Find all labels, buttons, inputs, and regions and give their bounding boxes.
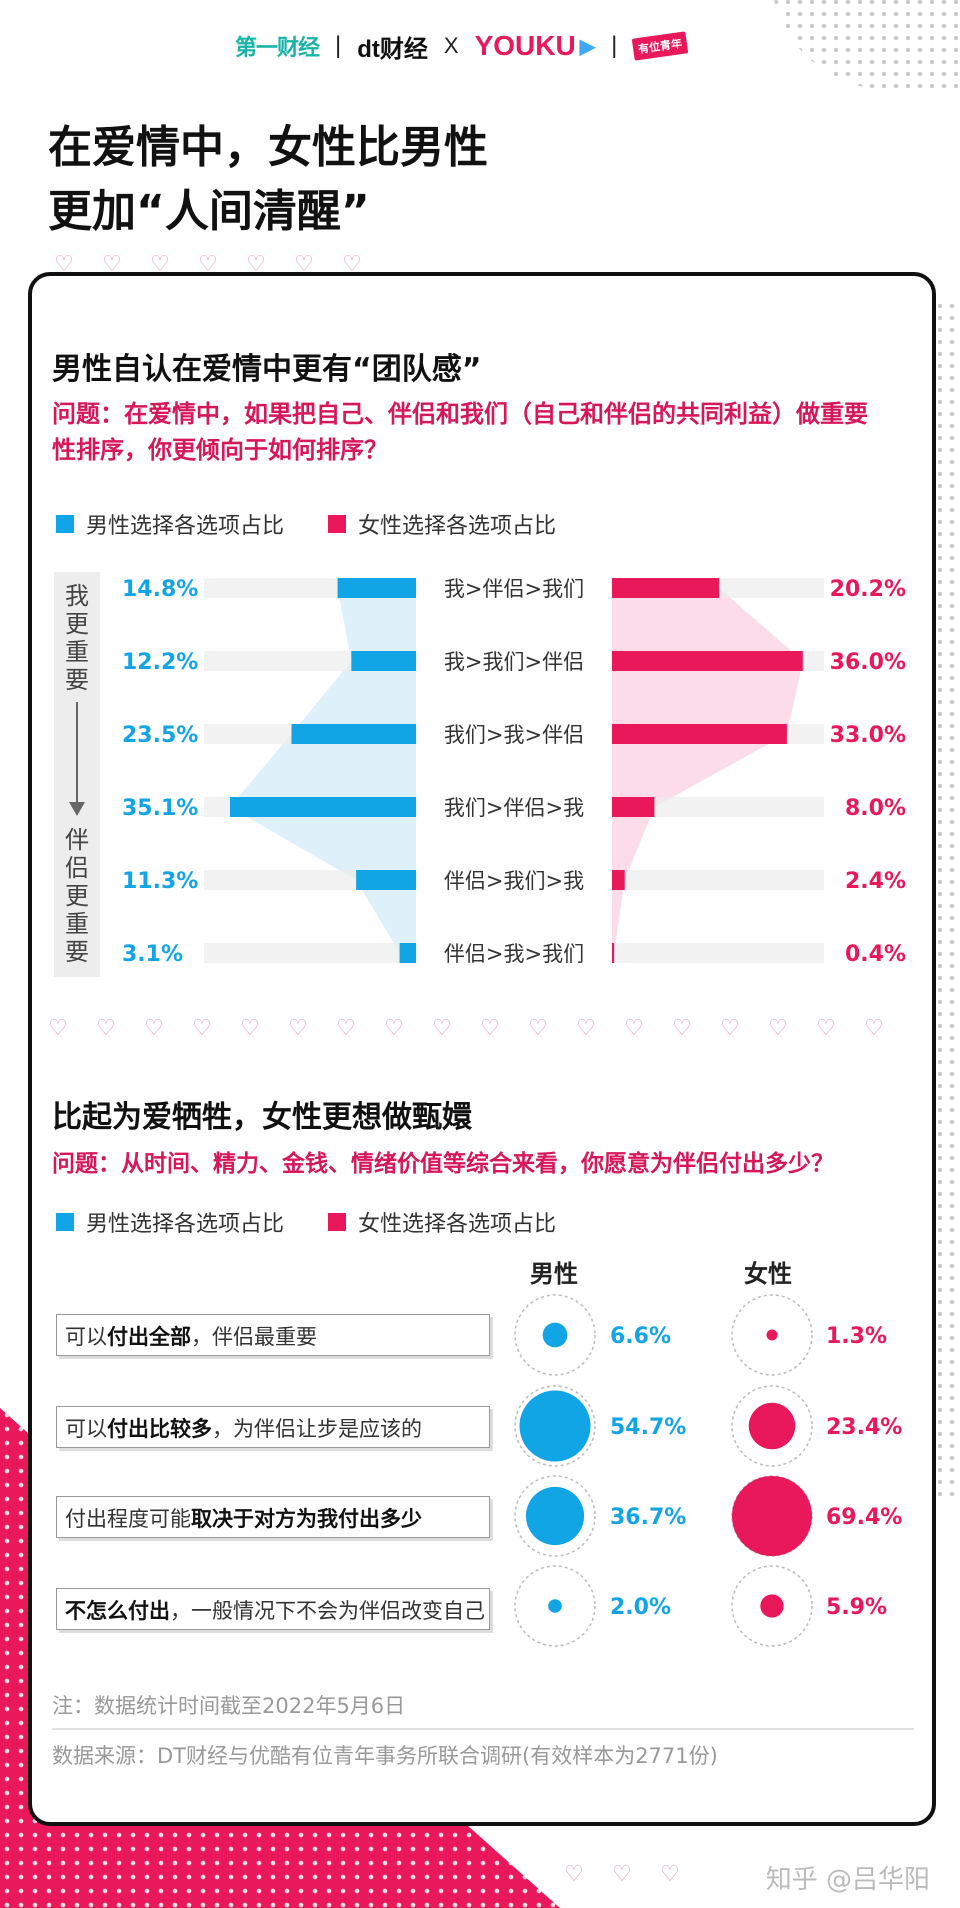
youwei-qingnian-badge: 有位青年	[632, 31, 689, 61]
ranking-axis: 我更重要 伴侣更重要	[54, 572, 100, 977]
note-source: 数据来源：DT财经与优酷有位青年事务所联合调研(有效样本为2771份)	[52, 1744, 718, 1768]
heart-icon: ♡	[384, 1016, 404, 1041]
column-head-female: 女性	[744, 1260, 792, 1288]
legend-item-female-2: 女性选择各选项占比	[328, 1206, 556, 1238]
page-title-line1: 在爱情中，女性比男性	[48, 122, 488, 173]
female-swatch	[328, 1213, 347, 1231]
heart-icon: ♡	[660, 1862, 680, 1887]
option-bold-text: 付出全部	[107, 1325, 191, 1349]
collab-x: X	[443, 33, 459, 58]
hearts-divider-top: ♡ ♡ ♡ ♡ ♡ ♡ ♡	[40, 252, 376, 277]
section1-legend: 男性选择各选项占比 女性选择各选项占比	[56, 508, 556, 540]
option-box: 可以付出比较多，为伴侣让步是应该的	[56, 1406, 490, 1448]
heart-icon: ♡	[864, 1016, 884, 1041]
female-swatch	[328, 515, 347, 533]
heart-icon: ♡	[612, 1862, 632, 1887]
heart-icon: ♡	[198, 252, 218, 277]
page-title-line2: 更加“人间清醒”	[48, 186, 370, 237]
legend-female-label: 女性选择各选项占比	[358, 514, 557, 539]
logo-bar: 第一财经 | dt财经 X YOUKU ▶ | 有位青年	[235, 26, 689, 66]
legend-item-male-2: 男性选择各选项占比	[56, 1206, 284, 1238]
option-text: 付出程度可能	[65, 1507, 191, 1531]
axis-arrow-down-icon	[69, 802, 85, 816]
bg-dot-pattern-top-right	[770, 0, 960, 90]
axis-bottom-label: 伴侣更重要	[65, 826, 89, 966]
axis-top-label: 我更重要	[65, 582, 89, 694]
page-title: 在爱情中，女性比男性 更加“人间清醒”	[48, 116, 748, 244]
legend-male-label-2: 男性选择各选项占比	[86, 1212, 285, 1237]
section2-title: 比起为爱牺牲，女性更想做甄嬛	[52, 1100, 472, 1135]
heart-icon: ♡	[102, 252, 122, 277]
youku-arrow-icon: ▶	[579, 35, 596, 58]
heart-icon: ♡	[48, 1016, 68, 1041]
heart-icon: ♡	[342, 252, 362, 277]
hearts-divider-middle: ♡ ♡ ♡ ♡ ♡ ♡ ♡ ♡ ♡ ♡ ♡ ♡ ♡ ♡ ♡ ♡ ♡ ♡	[34, 1016, 898, 1041]
logo-separator-2: |	[611, 32, 618, 59]
heart-icon: ♡	[528, 1016, 548, 1041]
dt-caijing-logo: dt财经	[357, 35, 428, 63]
heart-icon: ♡	[54, 252, 74, 277]
heart-icon: ♡	[624, 1016, 644, 1041]
heart-icon: ♡	[432, 1016, 452, 1041]
option-text: 可以	[65, 1417, 107, 1441]
section1-question: 问题：在爱情中，如果把自己、伴侣和我们（自己和伴侣的共同利益）做重要性排序，你更…	[52, 400, 868, 464]
yicai-logo: 第一财经	[235, 35, 320, 60]
option-box: 可以付出全部，伴侣最重要	[56, 1314, 490, 1356]
option-box: 不怎么付出，一般情况下不会为伴侣改变自己	[56, 1588, 490, 1630]
option-text: ，为伴侣让步是应该的	[212, 1417, 422, 1441]
heart-icon: ♡	[672, 1016, 692, 1041]
heart-icon: ♡	[720, 1016, 740, 1041]
option-text: ，伴侣最重要	[191, 1325, 317, 1349]
male-swatch	[56, 1213, 74, 1231]
heart-icon: ♡	[768, 1016, 788, 1041]
heart-icon: ♡	[150, 252, 170, 277]
heart-icon: ♡	[480, 1016, 500, 1041]
option-text: ，一般情况下不会为伴侣改变自己	[170, 1599, 485, 1623]
axis-arrow-line	[76, 702, 78, 802]
legend-female-label-2: 女性选择各选项占比	[358, 1212, 557, 1237]
heart-icon: ♡	[192, 1016, 212, 1041]
legend-item-female: 女性选择各选项占比	[328, 508, 556, 540]
legend-item-male: 男性选择各选项占比	[56, 508, 284, 540]
heart-icon: ♡	[576, 1016, 596, 1041]
option-bold-text: 不怎么付出	[65, 1599, 170, 1623]
section1-title: 男性自认在爱情中更有“团队感”	[52, 352, 482, 387]
section2-legend: 男性选择各选项占比 女性选择各选项占比	[56, 1206, 556, 1238]
heart-icon: ♡	[240, 1016, 260, 1041]
male-swatch	[56, 515, 74, 533]
note-date: 注：数据统计时间截至2022年5月6日	[52, 1694, 406, 1718]
note-divider	[52, 1728, 914, 1730]
heart-icon: ♡	[144, 1016, 164, 1041]
logo-separator: |	[335, 32, 342, 59]
heart-icon: ♡	[294, 252, 314, 277]
heart-icon: ♡	[96, 1016, 116, 1041]
heart-icon: ♡	[288, 1016, 308, 1041]
legend-male-label: 男性选择各选项占比	[86, 514, 285, 539]
zhihu-watermark: 知乎 @吕华阳	[765, 1865, 930, 1895]
section2-question: 问题：从时间、精力、金钱、情绪价值等综合来看，你愿意为伴侣付出多少？	[52, 1151, 834, 1177]
heart-icon: ♡	[246, 252, 266, 277]
option-text: 可以	[65, 1325, 107, 1349]
heart-icon: ♡	[816, 1016, 836, 1041]
youku-logo: YOUKU	[474, 30, 576, 61]
heart-icon: ♡	[564, 1862, 584, 1887]
option-box: 付出程度可能取决于对方为我付出多少	[56, 1496, 490, 1538]
hearts-divider-bottom: ♡ ♡ ♡	[550, 1862, 694, 1887]
option-bold-text: 取决于对方为我付出多少	[191, 1507, 422, 1531]
heart-icon: ♡	[336, 1016, 356, 1041]
option-bold-text: 付出比较多	[107, 1417, 212, 1441]
column-head-male: 男性	[530, 1260, 578, 1288]
